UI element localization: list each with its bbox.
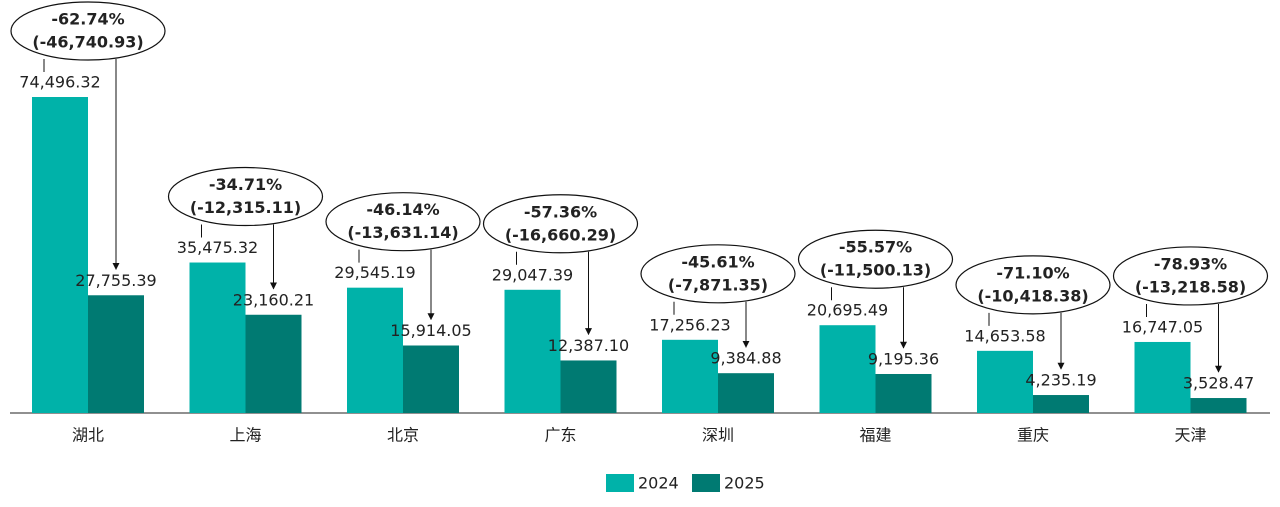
value-label: 14,653.58 — [964, 326, 1045, 345]
bar — [1190, 398, 1247, 413]
bar — [1033, 395, 1089, 413]
annotation-ellipse — [10, 1, 166, 61]
value-label: 12,387.10 — [548, 336, 629, 355]
annotation-pct: -45.61% — [681, 252, 754, 271]
annotation-pct: -62.74% — [51, 10, 124, 29]
x-tick-label: 天津 — [1174, 426, 1206, 445]
value-label: 15,914.05 — [390, 321, 471, 340]
value-label: 3,528.47 — [1183, 374, 1254, 393]
value-label: 29,047.39 — [492, 265, 573, 284]
x-tick-label: 深圳 — [702, 426, 734, 445]
x-tick-label: 重庆 — [1017, 426, 1049, 445]
annotation-diff: (-13,218.58) — [1135, 277, 1246, 296]
annotation-diff: (-11,500.13) — [820, 261, 931, 280]
annotation-ellipse — [1112, 246, 1269, 306]
annotation-ellipse — [325, 192, 481, 252]
bar — [560, 360, 617, 413]
bar — [347, 287, 403, 413]
bar — [977, 350, 1033, 413]
bar — [662, 339, 718, 413]
bar — [403, 345, 459, 413]
bar — [718, 373, 774, 413]
bar — [819, 325, 876, 413]
value-label: 29,545.19 — [334, 263, 415, 282]
annotation-pct: -57.36% — [524, 202, 597, 221]
x-tick-label: 湖北 — [72, 426, 104, 445]
value-label: 23,160.21 — [233, 290, 314, 309]
annotation-diff: (-46,740.93) — [32, 33, 143, 52]
bar — [1134, 341, 1191, 413]
annotation-diff: (-16,660.29) — [505, 225, 616, 244]
value-label: 35,475.32 — [177, 238, 258, 257]
annotation-diff: (-10,418.38) — [977, 286, 1088, 305]
annotation-diff: (-13,631.14) — [347, 223, 458, 242]
annotation-ellipse — [797, 229, 954, 289]
annotation-pct: -78.93% — [1154, 254, 1227, 273]
legend-label: 2025 — [724, 474, 765, 493]
legend-swatch — [606, 474, 634, 492]
value-label: 74,496.32 — [19, 73, 100, 92]
annotation-diff: (-12,315.11) — [190, 198, 301, 217]
x-tick-label: 上海 — [229, 426, 261, 445]
bar — [189, 262, 246, 413]
value-label: 9,195.36 — [868, 349, 939, 368]
annotation-ellipse — [955, 255, 1111, 315]
bar — [32, 97, 88, 413]
value-label: 9,384.88 — [710, 349, 781, 368]
x-tick-label: 广东 — [544, 426, 576, 445]
x-tick-label: 福建 — [859, 426, 891, 445]
bar — [504, 289, 561, 413]
legend-swatch — [692, 474, 720, 492]
annotation-pct: -55.57% — [839, 238, 912, 257]
annotation-diff: (-7,871.35) — [668, 275, 768, 294]
bar — [875, 373, 932, 413]
annotation-ellipse — [167, 166, 324, 227]
bar — [88, 295, 144, 413]
annotation-ellipse — [640, 244, 796, 304]
annotation-pct: -34.71% — [209, 175, 282, 194]
bar — [245, 314, 302, 413]
value-label: 27,755.39 — [75, 271, 156, 290]
x-tick-label: 北京 — [387, 426, 419, 445]
value-label: 16,747.05 — [1122, 317, 1203, 336]
legend-label: 2024 — [638, 474, 679, 493]
annotation-pct: -46.14% — [366, 200, 439, 219]
annotation-pct: -71.10% — [996, 263, 1069, 282]
value-label: 4,235.19 — [1025, 371, 1096, 390]
annotation-ellipse — [482, 194, 639, 254]
value-label: 20,695.49 — [807, 301, 888, 320]
value-label: 17,256.23 — [649, 315, 730, 334]
